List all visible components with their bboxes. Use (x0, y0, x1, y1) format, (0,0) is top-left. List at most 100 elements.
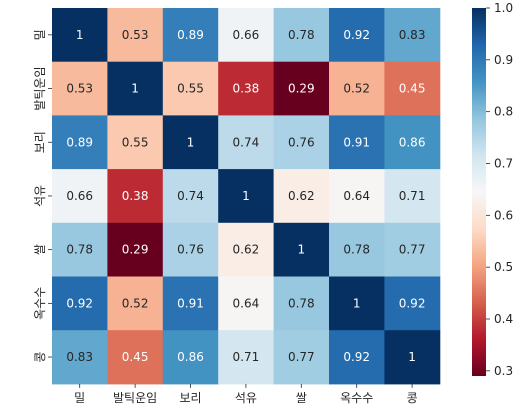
cell-value-label: 0.83 (66, 350, 93, 364)
cell-value-label: 0.52 (343, 82, 370, 96)
cell-value-label: 0.78 (288, 28, 315, 42)
x-tick-label: 콩 (407, 391, 418, 405)
cell-value-label: 0.74 (177, 189, 204, 203)
cell-value-label: 0.91 (343, 135, 370, 149)
heatmap-cell (384, 8, 441, 63)
heatmap-cell (329, 8, 385, 63)
cell-value-label: 0.86 (399, 135, 426, 149)
heatmap-cell (218, 222, 275, 277)
heatmap-cell (329, 222, 385, 277)
cell-value-label: 0.53 (66, 82, 93, 96)
heatmap-cell (329, 115, 385, 170)
cell-value-label: 0.45 (122, 350, 149, 364)
heatmap-cell (162, 8, 219, 63)
heatmap-cell (107, 115, 164, 170)
y-tick-label: 콩 (33, 352, 47, 363)
cell-value-label: 0.45 (399, 82, 426, 96)
heatmap-cell (273, 8, 330, 63)
heatmap-cell (52, 276, 108, 331)
cell-value-label: 0.38 (122, 189, 149, 203)
heatmap-cell (107, 276, 164, 331)
cell-value-label: 0.53 (122, 28, 149, 42)
heatmap-cell (329, 169, 385, 224)
heatmap-cell (329, 276, 385, 331)
colorbar-tick-label: 1.0 (494, 1, 513, 15)
cell-value-label: 1 (76, 28, 84, 42)
cell-value-label: 1 (242, 189, 250, 203)
x-tick-label: 밀 (74, 391, 85, 405)
cell-value-label: 1 (131, 82, 139, 96)
cell-value-label: 0.62 (288, 189, 315, 203)
x-axis: 밀 발틱운임 보리 석유 쌀 옥수수 콩 (74, 383, 418, 405)
y-tick-label: 쌀 (33, 244, 47, 255)
cell-value-label: 0.78 (288, 296, 315, 310)
heatmap-cell (218, 115, 275, 170)
heatmap-cell (273, 222, 330, 277)
cell-value-label: 0.83 (399, 28, 426, 42)
cell-value-label: 1 (297, 243, 305, 257)
heatmap-cell (162, 276, 219, 331)
heatmap-cell (218, 169, 275, 224)
cell-value-label: 0.64 (343, 189, 370, 203)
cell-value-label: 0.71 (399, 189, 426, 203)
heatmap-cell (384, 330, 441, 385)
cell-value-label: 0.86 (177, 350, 204, 364)
cell-value-label: 0.64 (233, 296, 260, 310)
cell-value-label: 0.74 (233, 135, 260, 149)
heatmap-cell (52, 169, 108, 224)
heatmap-cell (329, 330, 385, 385)
heatmap-cell (273, 330, 330, 385)
cell-value-label: 0.92 (343, 350, 370, 364)
heatmap-cell (107, 222, 164, 277)
heatmap-cell (384, 222, 441, 277)
cell-value-label: 0.66 (66, 189, 93, 203)
heatmap-cell (52, 61, 108, 116)
heatmap-cell (384, 169, 441, 224)
y-tick-label: 옥수수 (33, 287, 47, 320)
heatmap-cell (218, 61, 275, 116)
heatmap-cell (218, 8, 275, 63)
y-tick-label: 보리 (33, 131, 47, 153)
cell-value-label: 0.76 (288, 135, 315, 149)
heatmap-cell (162, 330, 219, 385)
heatmap-cell (107, 330, 164, 385)
cell-value-label: 0.29 (122, 243, 149, 257)
cell-value-label: 0.92 (399, 296, 426, 310)
heatmap-cell (329, 61, 385, 116)
heatmap-cell (52, 330, 108, 385)
cell-value-label: 1 (187, 135, 195, 149)
cell-value-label: 1 (408, 350, 416, 364)
colorbar-tick-label: 0.7 (494, 156, 513, 170)
colorbar-tick-label: 0.8 (494, 105, 513, 119)
heatmap-cell (218, 276, 275, 331)
cell-value-label: 0.76 (177, 243, 204, 257)
heatmap-cell (273, 276, 330, 331)
heatmap-cell (162, 115, 219, 170)
cell-value-label: 0.77 (399, 243, 426, 257)
colorbar-gradient (472, 8, 486, 376)
heatmap-cell (384, 61, 441, 116)
heatmap-cell (52, 222, 108, 277)
cell-value-label: 1 (353, 296, 361, 310)
colorbar-tick-label: 0.5 (494, 260, 513, 274)
colorbar-tick-label: 0.4 (494, 312, 513, 326)
heatmap-cell (107, 8, 164, 63)
cell-value-label: 0.78 (66, 243, 93, 257)
heatmap-cell (162, 169, 219, 224)
heatmap-cell (52, 8, 108, 63)
heatmap-cell (107, 61, 164, 116)
cell-value-label: 0.89 (66, 135, 93, 149)
heatmap-cell (162, 61, 219, 116)
cell-value-label: 0.55 (177, 82, 204, 96)
x-tick-label: 옥수수 (340, 391, 373, 405)
x-tick-label: 보리 (179, 391, 201, 405)
colorbar-tick-label: 0.6 (494, 208, 513, 222)
heatmap-cell (384, 115, 441, 170)
y-tick-label: 석유 (33, 185, 47, 207)
y-tick-label: 발틱운임 (33, 66, 47, 110)
y-tick-label: 밀 (33, 29, 47, 40)
cell-value-label: 0.55 (122, 135, 149, 149)
heatmap-cell (273, 115, 330, 170)
x-tick-label: 석유 (235, 391, 257, 405)
